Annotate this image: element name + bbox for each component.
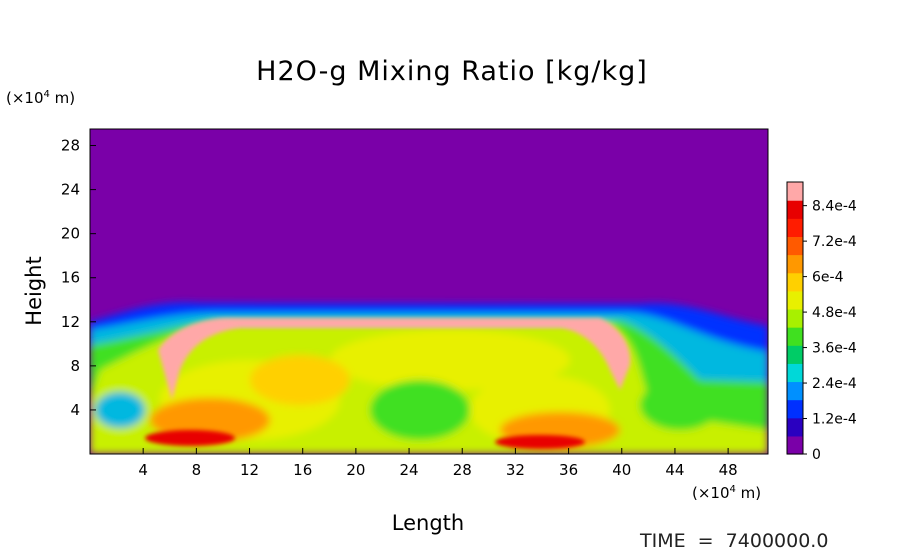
colorbar-swatch: [787, 272, 803, 292]
colorbar-swatch: [787, 254, 803, 274]
x-axis-unit: (×104 m): [692, 484, 762, 502]
y-tick-label: 20: [61, 225, 80, 243]
colorbar-swatch: [787, 363, 803, 383]
y-tick-label: 16: [61, 269, 80, 287]
colorbar-tick-label: 8.4e-4: [812, 199, 857, 215]
plot-frame: [89, 128, 769, 455]
colorbar: 0 1.2e-4 2.4e-4 3.6e-4 4.8e-4 6e-4 7.2e-4 8.4e-…: [786, 181, 857, 463]
x-tick-label: 24: [400, 461, 419, 479]
colorbar-tick-label: 0: [812, 447, 821, 463]
colorbar-swatch: [787, 381, 803, 401]
x-tick-label: 16: [293, 461, 312, 479]
x-tick-label: 48: [719, 461, 738, 479]
y-axis-unit: (×104 m): [6, 89, 76, 107]
x-tick-label: 28: [453, 461, 472, 479]
colorbar-swatch: [787, 435, 803, 455]
x-tick-label: 8: [192, 461, 202, 479]
colorbar-swatch: [787, 290, 803, 310]
colorbar-swatch: [787, 399, 803, 419]
colorbar-tick-label: 7.2e-4: [812, 234, 857, 250]
heatmap-field: [90, 129, 768, 454]
colorbar-swatch: [787, 182, 803, 201]
chart-title: H2O-g Mixing Ratio [kg/kg]: [256, 56, 648, 87]
colorbar-tick-label: 1.2e-4: [812, 412, 857, 428]
colorbar-frame: [786, 181, 804, 455]
colorbar-swatch: [787, 308, 803, 328]
colorbar-swatch: [787, 218, 803, 237]
x-tick-label: 32: [506, 461, 525, 479]
y-tick-label: 24: [61, 181, 80, 199]
colorbar-tick-label: 2.4e-4: [812, 376, 857, 392]
y-tick-label: 8: [70, 357, 80, 375]
x-tick-label: 36: [559, 461, 578, 479]
x-tick-label: 4: [138, 461, 148, 479]
x-axis: 4 8 12 16 20 24 28 32 36 40 44 48: [138, 448, 738, 479]
y-tick-label: 4: [70, 401, 80, 419]
x-tick-label: 44: [665, 461, 684, 479]
x-axis-label: Length: [391, 511, 465, 535]
colorbar-tick-label: 4.8e-4: [812, 305, 857, 321]
colorbar-swatch: [787, 417, 803, 437]
y-tick-label: 12: [61, 313, 80, 331]
y-axis: 4 8 12 16 20 24 28: [61, 137, 96, 419]
x-tick-label: 12: [240, 461, 259, 479]
colorbar-swatch: [787, 345, 803, 364]
x-tick-label: 40: [612, 461, 631, 479]
colorbar-swatch: [787, 236, 803, 256]
colorbar-tick-label: 3.6e-4: [812, 341, 857, 357]
y-tick-label: 28: [61, 137, 80, 155]
colorbar-swatch: [787, 327, 803, 346]
colorbar-tick-label: 6e-4: [812, 270, 844, 286]
colorbar-swatch: [787, 200, 803, 219]
x-tick-label: 20: [346, 461, 365, 479]
